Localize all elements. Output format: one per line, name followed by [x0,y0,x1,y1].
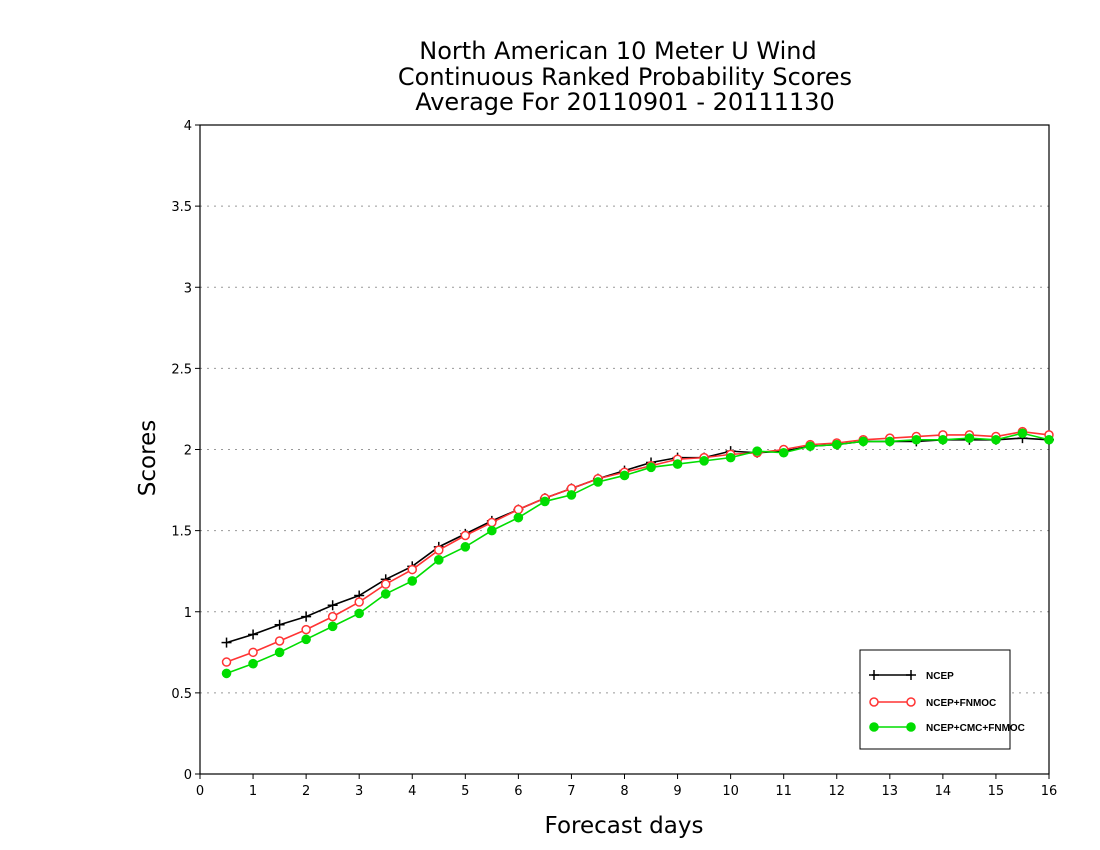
chart-title-line-3: Average For 20110901 - 20111130 [415,88,835,116]
series-1-point-7 [407,564,417,575]
series-1-point-10 [487,517,497,528]
x-tick-label-6: 6 [514,784,522,799]
y-tick-label-5: 2.5 [171,362,192,377]
x-axis-label: Forecast days [545,813,704,839]
x-tick-label-13: 13 [882,784,899,799]
chart-title-line-1: North American 10 Meter U Wind [419,37,816,65]
series-2-point-2 [274,647,285,658]
chart-title-line-2: Continuous Ranked Probability Scores [398,63,852,91]
x-tick-label-7: 7 [567,784,575,799]
series-2-point-22 [805,441,816,452]
y-tick-label-7: 3.5 [171,200,192,215]
x-tick-label-5: 5 [461,784,469,799]
x-tick-label-8: 8 [620,784,628,799]
series-2-point-17 [672,459,683,469]
series-2-point-29 [991,434,1001,445]
series-2-point-16 [646,462,656,473]
y-axis: 0 0.5 1 1.5 2 2.5 3 3.5 4 [171,119,200,783]
legend-marker-right-2 [906,722,916,732]
series-2-point-9 [460,542,471,552]
series-2-point-5 [354,608,364,619]
series-0-point-1 [248,629,259,640]
series-1-point-2 [274,636,285,646]
legend-label-1: NCEP+FNMOC [926,698,996,709]
series-1-point-8 [434,545,444,555]
y-tick-label-3: 1.5 [171,525,192,540]
series-2-point-18 [699,456,709,466]
series-1 [221,426,1054,667]
series-0 [221,433,1054,648]
series-2-point-20 [752,446,762,456]
series-2 [221,428,1054,679]
series-2-point-25 [885,436,895,447]
x-tick-label-1: 1 [249,784,257,799]
series-1-point-9 [460,530,471,541]
x-tick-label-16: 16 [1041,784,1058,799]
x-tick-label-15: 15 [988,784,1005,799]
series-0-point-3 [301,611,312,622]
legend-marker-left-1 [869,697,879,707]
series-2-point-24 [858,436,869,447]
legend-box [859,649,1011,750]
series-2-point-12 [540,496,550,507]
series-0-point-4 [327,600,338,611]
legend-label-2: NCEP+CMC+FNMOC [926,723,1025,734]
x-tick-label-3: 3 [355,784,363,799]
x-tick-label-2: 2 [302,784,310,799]
series-2-point-6 [380,589,391,599]
series-2-point-1 [248,658,258,669]
x-tick-label-0: 0 [196,784,204,799]
series-2-point-8 [433,555,444,565]
legend-label-0: NCEP [926,671,954,682]
y-tick-label-1: 0.5 [171,687,192,702]
series-0-point-2 [274,619,285,630]
x-tick-label-14: 14 [935,784,952,799]
series-2-point-14 [593,477,603,487]
series-2-point-26 [911,434,922,445]
series-2-point-3 [301,634,311,645]
series-2-point-7 [407,576,418,586]
legend-marker-left-2 [869,722,879,732]
x-tick-label-12: 12 [828,784,845,799]
series-2-point-13 [566,490,577,500]
legend-marker-right-0 [906,670,916,680]
y-tick-label-8: 4 [184,119,192,134]
series-0-point-0 [221,637,232,648]
series-2-point-23 [831,439,842,450]
series-lines [221,426,1054,679]
x-tick-label-9: 9 [673,784,681,799]
series-2-point-31 [1044,434,1054,445]
series-1-point-4 [327,611,338,622]
legend: NCEP NCEP+FNMOC NCEP+CMC+FNMOC [859,649,1025,750]
series-1-point-3 [301,624,311,635]
legend-marker-right-1 [906,697,916,707]
series-2-point-4 [327,621,338,632]
y-tick-label-4: 2 [184,444,192,459]
y-tick-label-2: 1 [184,606,192,621]
series-1-point-1 [248,647,258,658]
series-1-point-6 [380,579,391,589]
series-2-point-0 [221,668,232,679]
y-axis-label: Scores [135,420,161,496]
x-tick-label-10: 10 [722,784,739,799]
x-tick-label-11: 11 [775,784,792,799]
x-tick-label-4: 4 [408,784,416,799]
series-1-point-0 [221,657,232,667]
x-axis: 0 1 2 3 4 5 6 7 8 9 10 11 12 13 14 15 16 [196,774,1057,799]
series-1-point-11 [513,504,524,515]
series-2-point-28 [964,433,975,443]
series-2-point-21 [778,447,789,458]
series-1-point-5 [354,597,364,607]
legend-marker-left-0 [869,670,879,680]
series-2-point-11 [513,512,524,523]
series-2-point-10 [487,525,497,536]
y-tick-label-6: 3 [184,281,192,296]
y-tick-label-0: 0 [184,768,192,783]
series-2-point-15 [619,470,630,481]
series-2-point-19 [725,452,736,463]
series-2-point-30 [1017,428,1028,439]
series-2-point-27 [938,434,948,445]
